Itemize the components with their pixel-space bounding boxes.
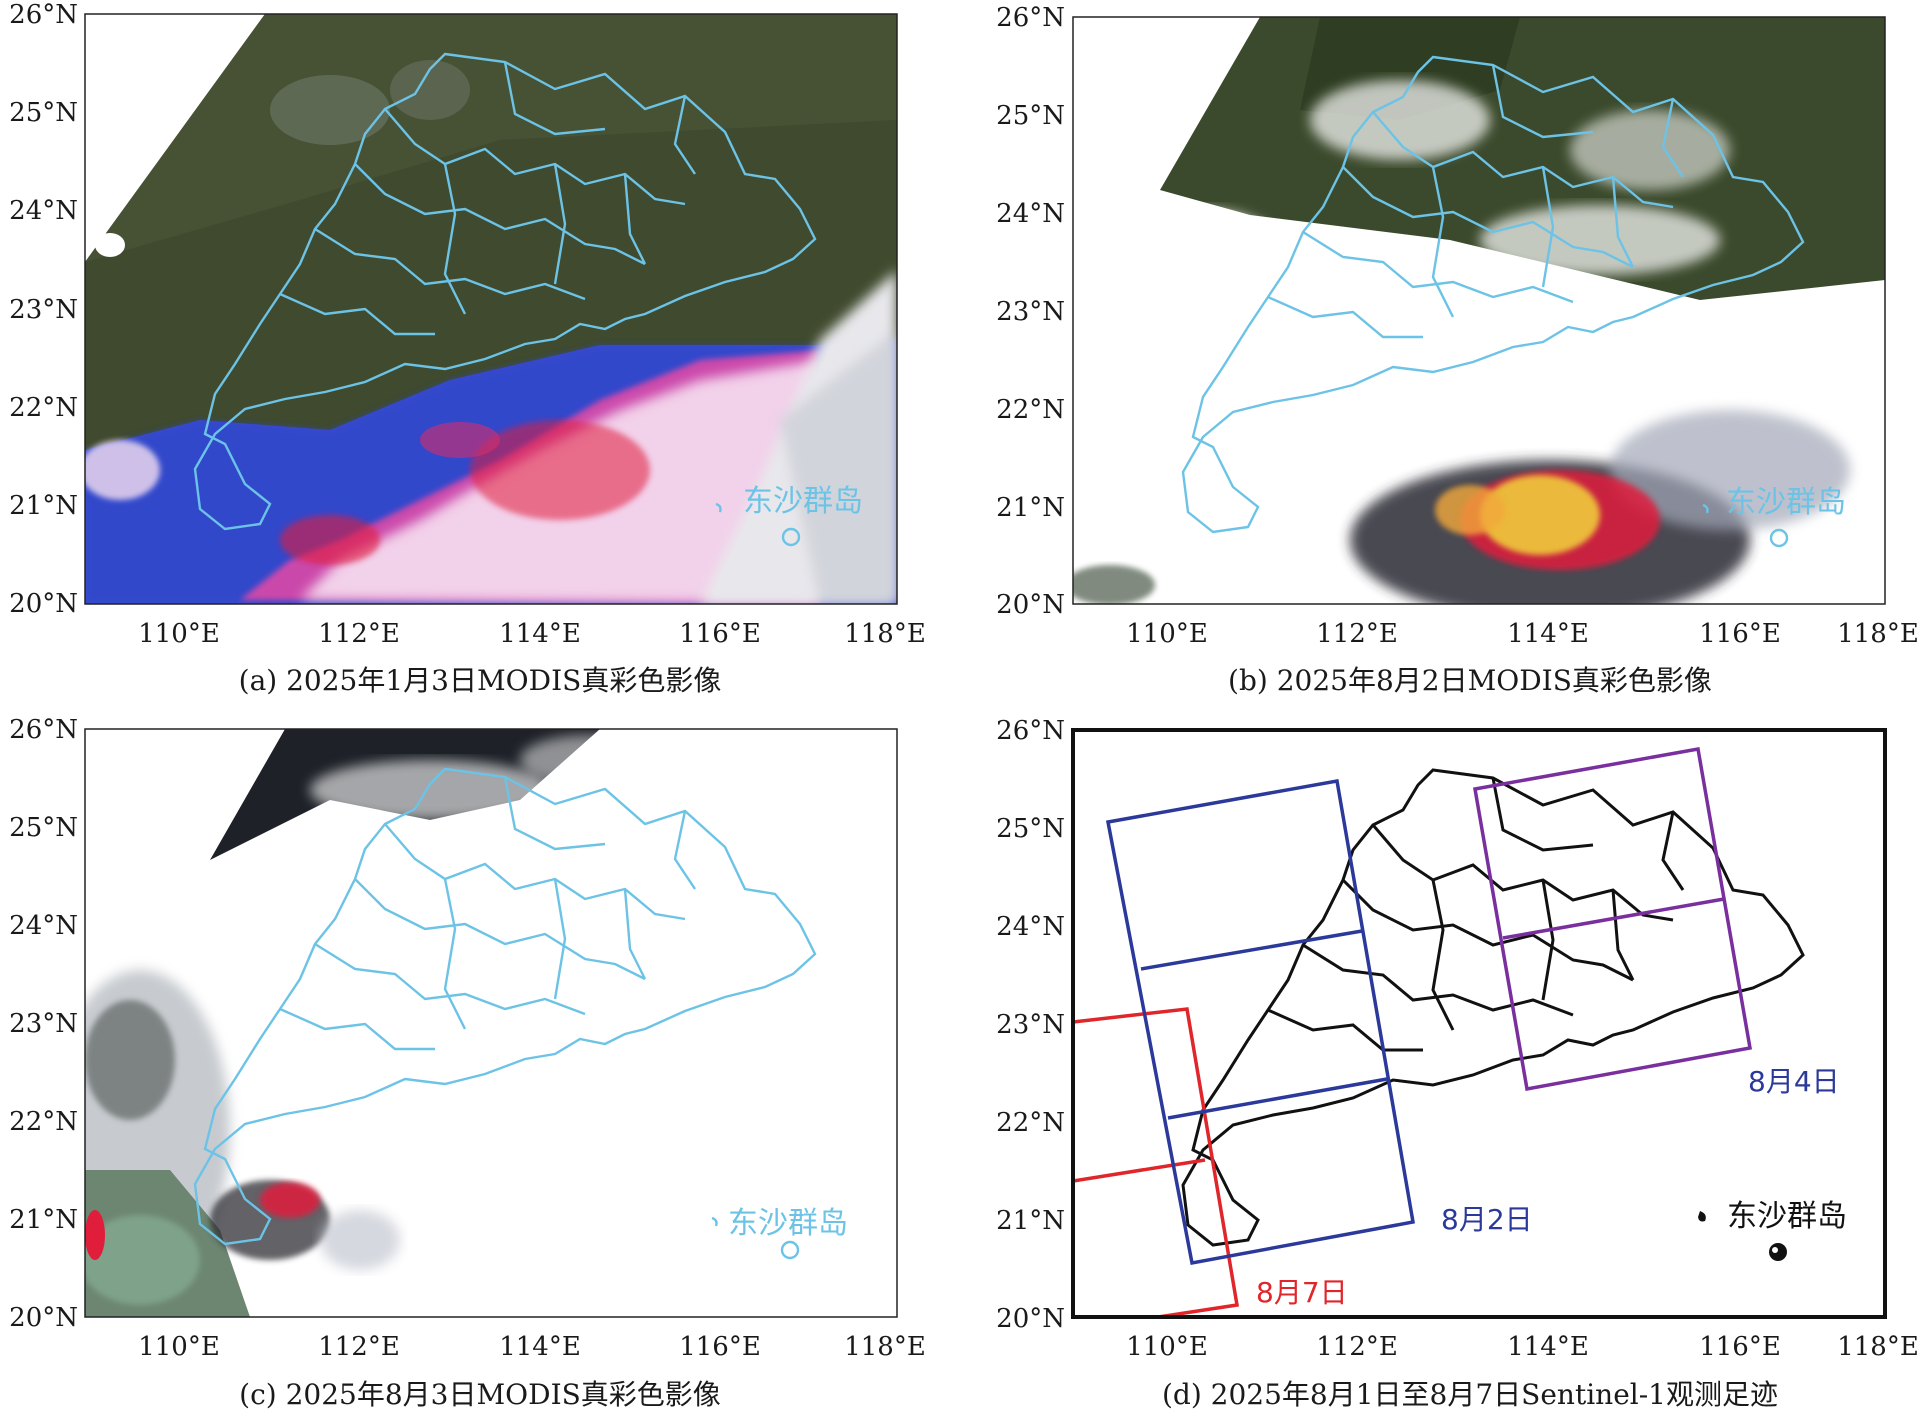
- x-tick-b-114: 114°E: [1507, 619, 1589, 649]
- panel-b: 东沙群岛 26°N 25°N 24°N 23°N 22°N 21°N 20°N …: [996, 3, 1919, 697]
- dongsha-island-shape-d: [1698, 1211, 1787, 1261]
- footprint-label-aug4: 8月4日: [1748, 1065, 1840, 1098]
- x-tick-a-110: 110°E: [138, 619, 220, 649]
- footprint-aug2: [1105, 778, 1416, 1266]
- caption-d: (d) 2025年8月1日至8月7日Sentinel-1观测足迹: [1162, 1378, 1778, 1411]
- x-tick-c-110: 110°E: [138, 1332, 220, 1362]
- y-tick-a-23: 23°N: [9, 295, 78, 325]
- y-axis-b: 26°N 25°N 24°N 23°N 22°N 21°N 20°N: [996, 3, 1065, 620]
- y-tick-c-20: 20°N: [9, 1303, 78, 1333]
- island-label-b: 东沙群岛: [1726, 485, 1846, 520]
- panel-c: 东沙群岛 26°N 25°N 24°N 23°N 22°N 21°N 20°N …: [9, 715, 926, 1411]
- caption-c: (c) 2025年8月3日MODIS真彩色影像: [239, 1378, 721, 1411]
- y-tick-c-22: 22°N: [9, 1107, 78, 1137]
- y-tick-d-22: 22°N: [996, 1108, 1065, 1138]
- x-tick-c-118: 118°E: [844, 1332, 926, 1362]
- x-tick-d-114: 114°E: [1507, 1332, 1589, 1362]
- x-tick-b-116: 116°E: [1699, 619, 1781, 649]
- y-tick-b-23: 23°N: [996, 297, 1065, 327]
- y-tick-d-25: 25°N: [996, 814, 1065, 844]
- x-tick-a-112: 112°E: [318, 619, 400, 649]
- x-tick-a-118: 118°E: [844, 619, 926, 649]
- x-tick-a-116: 116°E: [679, 619, 761, 649]
- caption-b: (b) 2025年8月2日MODIS真彩色影像: [1228, 664, 1712, 697]
- y-tick-c-26: 26°N: [9, 715, 78, 745]
- y-tick-a-26: 26°N: [9, 0, 78, 30]
- x-axis-d: 110°E 112°E 114°E 116°E 118°E: [1126, 1332, 1919, 1362]
- y-tick-b-20: 20°N: [996, 590, 1065, 620]
- y-tick-a-25: 25°N: [9, 98, 78, 128]
- y-tick-d-20: 20°N: [996, 1304, 1065, 1334]
- y-tick-d-23: 23°N: [996, 1010, 1065, 1040]
- y-tick-b-22: 22°N: [996, 395, 1065, 425]
- x-tick-a-114: 114°E: [499, 619, 581, 649]
- panel-a-imagery: [85, 14, 897, 604]
- footprint-aug7: [1073, 1007, 1240, 1317]
- y-tick-a-22: 22°N: [9, 393, 78, 423]
- y-tick-d-24: 24°N: [996, 912, 1065, 942]
- x-tick-b-118: 118°E: [1837, 619, 1919, 649]
- y-tick-c-24: 24°N: [9, 911, 78, 941]
- x-tick-c-112: 112°E: [318, 1332, 400, 1362]
- footprint-label-aug2: 8月2日: [1441, 1203, 1533, 1236]
- y-axis-d: 26°N 25°N 24°N 23°N 22°N 21°N 20°N: [996, 716, 1065, 1334]
- caption-a: (a) 2025年1月3日MODIS真彩色影像: [239, 664, 722, 697]
- y-tick-b-21: 21°N: [996, 493, 1065, 523]
- y-tick-c-23: 23°N: [9, 1009, 78, 1039]
- x-tick-d-110: 110°E: [1126, 1332, 1208, 1362]
- dongsha-island-shape-a: [715, 502, 801, 547]
- y-tick-b-25: 25°N: [996, 101, 1065, 131]
- dongsha-island-shape-c: [711, 1216, 800, 1260]
- panel-c-imagery: [85, 729, 897, 1317]
- x-tick-c-116: 116°E: [679, 1332, 761, 1362]
- x-tick-b-110: 110°E: [1126, 619, 1208, 649]
- y-tick-c-21: 21°N: [9, 1205, 78, 1235]
- x-axis-b: 110°E 112°E 114°E 116°E 118°E: [1126, 619, 1919, 649]
- y-axis-c: 26°N 25°N 24°N 23°N 22°N 21°N 20°N: [9, 715, 78, 1333]
- island-label-a: 东沙群岛: [743, 484, 863, 519]
- x-tick-b-112: 112°E: [1316, 619, 1398, 649]
- y-tick-d-26: 26°N: [996, 716, 1065, 746]
- x-tick-d-112: 112°E: [1316, 1332, 1398, 1362]
- x-tick-c-114: 114°E: [499, 1332, 581, 1362]
- y-tick-a-21: 21°N: [9, 491, 78, 521]
- island-label-c: 东沙群岛: [728, 1206, 848, 1241]
- x-axis-a: 110°E 112°E 114°E 116°E 118°E: [138, 619, 926, 649]
- y-tick-d-21: 21°N: [996, 1206, 1065, 1236]
- panel-d-map: [1073, 730, 1885, 1317]
- y-tick-a-20: 20°N: [9, 589, 78, 619]
- y-axis-a: 26°N 25°N 24°N 23°N 22°N 21°N 20°N: [9, 0, 78, 619]
- panel-d: 东沙群岛 8月7日 8月2日 8月4日 26°N 25°N 24°N 23°N …: [996, 716, 1919, 1411]
- island-label-d: 东沙群岛: [1727, 1199, 1847, 1234]
- x-tick-d-118: 118°E: [1837, 1332, 1919, 1362]
- dongsha-island-shape-b: [1702, 503, 1789, 548]
- panel-b-imagery: [1073, 17, 1885, 604]
- y-tick-a-24: 24°N: [9, 196, 78, 226]
- footprint-label-aug7: 8月7日: [1256, 1276, 1348, 1309]
- panel-a: 东沙群岛 26°N 25°N 24°N 23°N 22°N 21°N 20°N …: [9, 0, 926, 697]
- x-tick-d-116: 116°E: [1699, 1332, 1781, 1362]
- x-axis-c: 110°E 112°E 114°E 116°E 118°E: [138, 1332, 926, 1362]
- y-tick-b-24: 24°N: [996, 199, 1065, 229]
- y-tick-b-26: 26°N: [996, 3, 1065, 33]
- y-tick-c-25: 25°N: [9, 813, 78, 843]
- footprint-aug4: [1472, 746, 1753, 1092]
